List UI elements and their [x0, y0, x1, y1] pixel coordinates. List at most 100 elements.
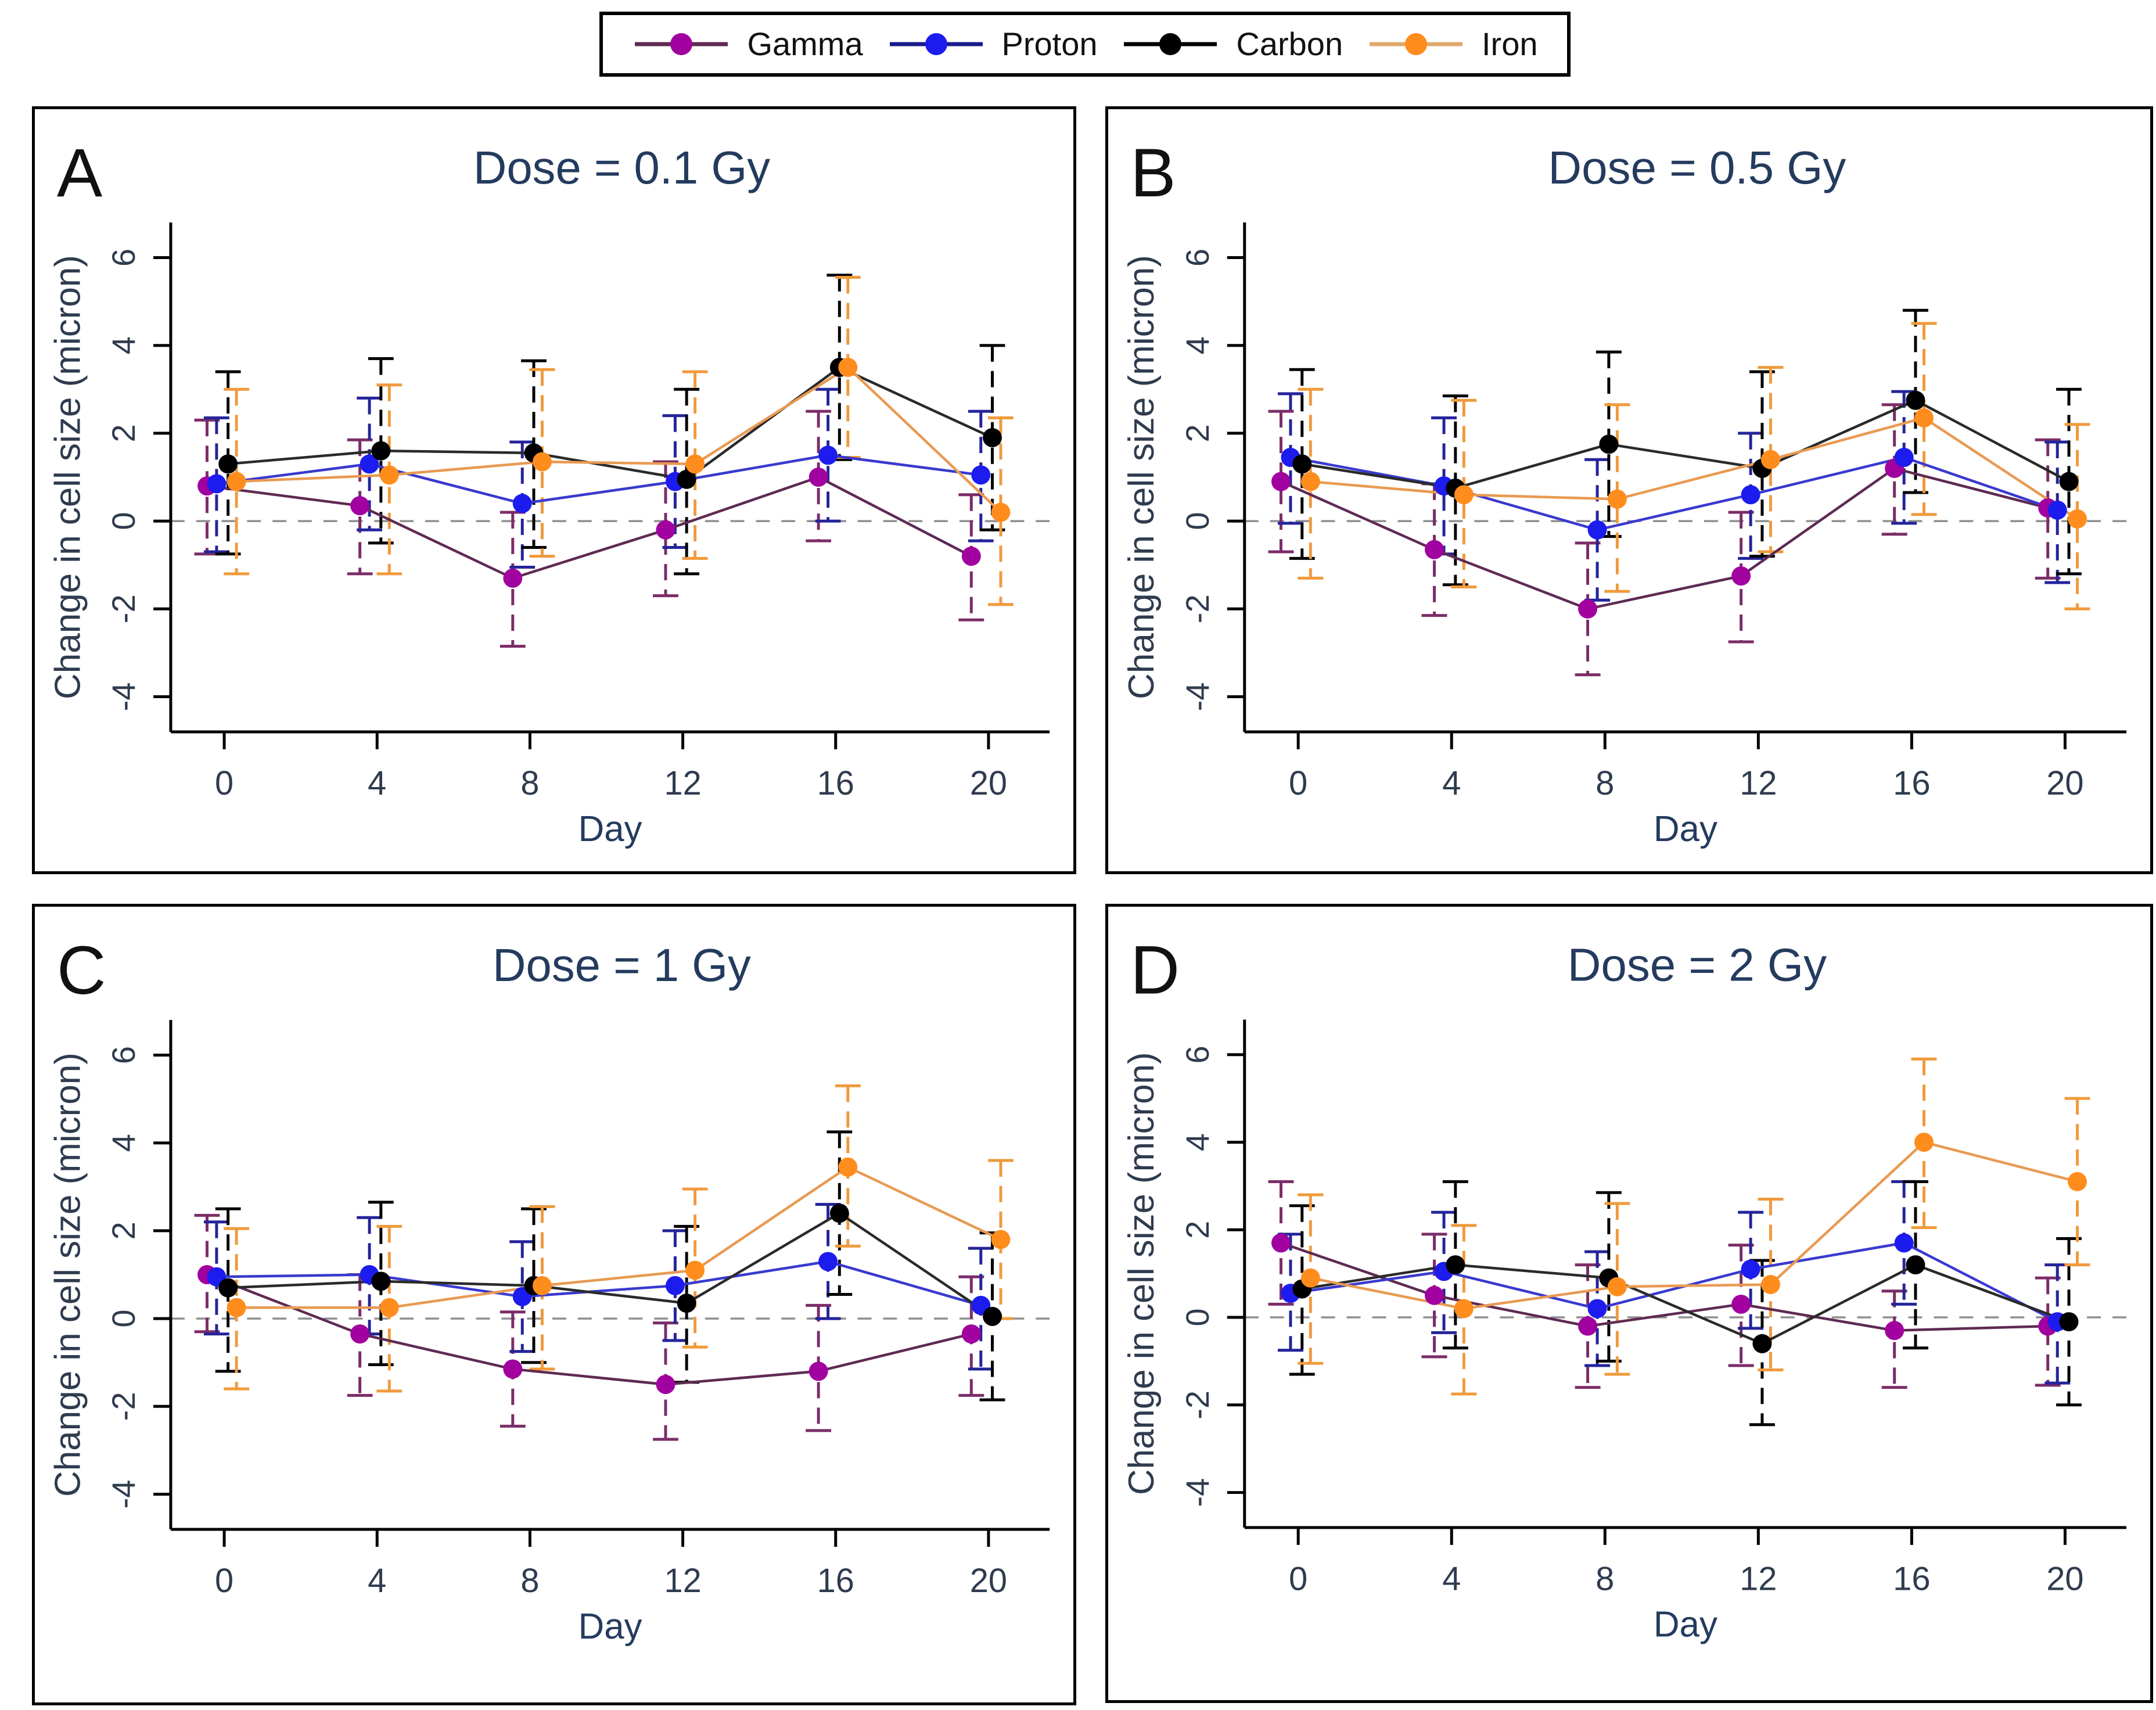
y-tick-label: 4 — [1179, 336, 1216, 354]
panel-C-line-carbon — [228, 1211, 993, 1318]
panel-A-markers-proton — [207, 446, 991, 513]
y-tick-label: 2 — [105, 424, 142, 442]
panel-C-markers-iron — [227, 1157, 1011, 1317]
panel-D-letter: D — [1130, 932, 1180, 1008]
legend-label-iron: Iron — [1482, 26, 1538, 62]
x-axis-label: Day — [1654, 1604, 1717, 1644]
x-tick-label: 4 — [368, 765, 386, 802]
panel-C-line-iron — [236, 1165, 1001, 1309]
y-axis-label: Change in cell size (micron) — [1122, 255, 1162, 699]
x-tick-label: 12 — [664, 765, 701, 802]
panel-b-chart: B Dose = 0.5 Gy -4 -2 0 2 4 6 0 4 8 12 16 20 Day Change… — [1122, 134, 2127, 849]
x-tick-label: 4 — [1442, 1561, 1461, 1598]
y-tick-label: 0 — [105, 512, 142, 530]
x-axis-label: Day — [1654, 809, 1717, 849]
x-tick-label: 4 — [1442, 765, 1461, 802]
panel-B-line-iron — [1310, 416, 2078, 520]
panel-B-line-carbon — [1302, 398, 2070, 490]
panel-D-title: Dose = 2 Gy — [1568, 939, 1827, 991]
legend-item-proton: Proton — [887, 24, 1098, 64]
y-tick-label: 0 — [1179, 1309, 1216, 1327]
panel-c-chart: C Dose = 1 Gy -4 -2 0 2 4 6 0 4 8 12 16 20 Day Change i… — [48, 932, 1050, 1647]
panel-B-markers-gamma — [1271, 458, 2058, 619]
panel-a: A Dose = 0.1 Gy -4 -2 0 2 4 6 0 4 8 12 16 20 Day Change… — [32, 106, 1076, 874]
y-tick-label: 6 — [105, 1046, 142, 1064]
y-tick-label: 6 — [1179, 1046, 1216, 1064]
y-tick-label: 6 — [105, 249, 142, 267]
panel-D-line-carbon — [1302, 1263, 2069, 1345]
y-tick-label: 4 — [105, 1134, 142, 1152]
legend-label-carbon: Carbon — [1236, 26, 1343, 62]
iron-marker-icon — [1370, 33, 1463, 55]
legend-label-proton: Proton — [1001, 26, 1098, 62]
panel-a-chart: A Dose = 0.1 Gy -4 -2 0 2 4 6 0 4 8 12 16 20 Day Change… — [48, 134, 1050, 849]
y-tick-label: -2 — [105, 594, 142, 623]
panel-C-errorbars-carbon — [215, 1130, 1005, 1402]
x-tick-label: 16 — [1893, 1561, 1930, 1598]
legend: Gamma Proton Carbon Iron — [599, 12, 1571, 77]
x-tick-label: 20 — [2046, 1561, 2083, 1598]
panel-C-letter: C — [57, 932, 106, 1008]
panel-D-line-gamma — [1280, 1241, 2048, 1332]
panel-D-line-proton — [1290, 1241, 2058, 1323]
y-tick-label: -4 — [1179, 682, 1216, 712]
x-tick-label: 0 — [1289, 1561, 1307, 1598]
panel-D-errorbars-carbon — [1289, 1180, 2082, 1427]
panel-A-markers-carbon — [218, 357, 1002, 489]
x-tick-label: 8 — [520, 1562, 539, 1600]
x-tick-label: 4 — [368, 1562, 386, 1600]
x-tick-label: 16 — [1893, 765, 1930, 802]
panel-C-line-gamma — [206, 1273, 972, 1386]
panel-d: D Dose = 2 Gy -4 -2 0 2 4 6 0 4 8 12 16 20 Day Change i… — [1105, 904, 2153, 1703]
panel-A-line-proton — [216, 454, 982, 505]
panel-B-errorbars-carbon — [1289, 308, 2082, 587]
y-tick-label: -4 — [1179, 1478, 1216, 1507]
x-tick-label: 8 — [1596, 765, 1614, 802]
x-tick-label: 20 — [2046, 765, 2083, 802]
panel-A-errorbars-iron — [224, 276, 1014, 606]
panel-d-chart: D Dose = 2 Gy -4 -2 0 2 4 6 0 4 8 12 16 20 Day Change i… — [1122, 932, 2127, 1644]
panel-B-letter: B — [1130, 134, 1176, 211]
panel-C-errorbars-gamma — [194, 1213, 984, 1441]
carbon-marker-icon — [1124, 33, 1217, 55]
panel-D-markers-carbon — [1292, 1255, 2079, 1353]
panel-B-errorbars-iron — [1298, 322, 2090, 610]
x-tick-label: 16 — [817, 1562, 854, 1600]
panel-A-markers-gamma — [197, 468, 981, 588]
panel-A-letter: A — [57, 134, 103, 211]
panel-C-errorbars-iron — [224, 1084, 1014, 1393]
x-tick-label: 8 — [520, 765, 539, 802]
x-tick-label: 16 — [817, 765, 854, 802]
panel-D-errorbars-iron — [1298, 1057, 2090, 1396]
panel-B-markers-carbon — [1292, 390, 2079, 498]
legend-item-carbon: Carbon — [1121, 24, 1343, 64]
y-tick-label: 0 — [105, 1310, 142, 1328]
panel-B-errorbars-proton — [1277, 390, 2071, 602]
legend-item-gamma: Gamma — [632, 24, 863, 64]
x-tick-label: 0 — [215, 1562, 233, 1600]
panel-D-errorbars-gamma — [1268, 1180, 2061, 1389]
panel-A-line-carbon — [228, 365, 993, 481]
y-tick-label: -4 — [105, 1480, 142, 1509]
panel-B-markers-proton — [1281, 447, 2067, 540]
panel-A-line-gamma — [207, 476, 972, 580]
y-tick-label: 4 — [105, 336, 142, 354]
y-tick-label: -4 — [105, 682, 142, 712]
legend-label-gamma: Gamma — [747, 26, 863, 62]
panel-B-errorbars-gamma — [1268, 403, 2061, 677]
gamma-marker-icon — [635, 33, 728, 55]
y-tick-label: -2 — [1179, 1391, 1216, 1420]
panel-A-errorbars-gamma — [194, 409, 984, 648]
panel-A-markers-iron — [227, 357, 1011, 522]
panel-c: C Dose = 1 Gy -4 -2 0 2 4 6 0 4 8 12 16 20 Day Change i… — [32, 904, 1076, 1705]
panel-A-line-iron — [236, 365, 1002, 513]
y-tick-label: -2 — [105, 1392, 142, 1421]
y-tick-label: 0 — [1179, 512, 1216, 530]
x-tick-label: 20 — [970, 765, 1007, 802]
x-axis-label: Day — [578, 1607, 642, 1647]
panel-A-errorbars-carbon — [215, 274, 1005, 576]
x-axis-label: Day — [578, 809, 642, 849]
x-tick-label: 12 — [1740, 765, 1777, 802]
panel-b: B Dose = 0.5 Gy -4 -2 0 2 4 6 0 4 8 12 16 20 Day Change… — [1105, 106, 2153, 874]
panel-B-markers-iron — [1300, 408, 2087, 529]
